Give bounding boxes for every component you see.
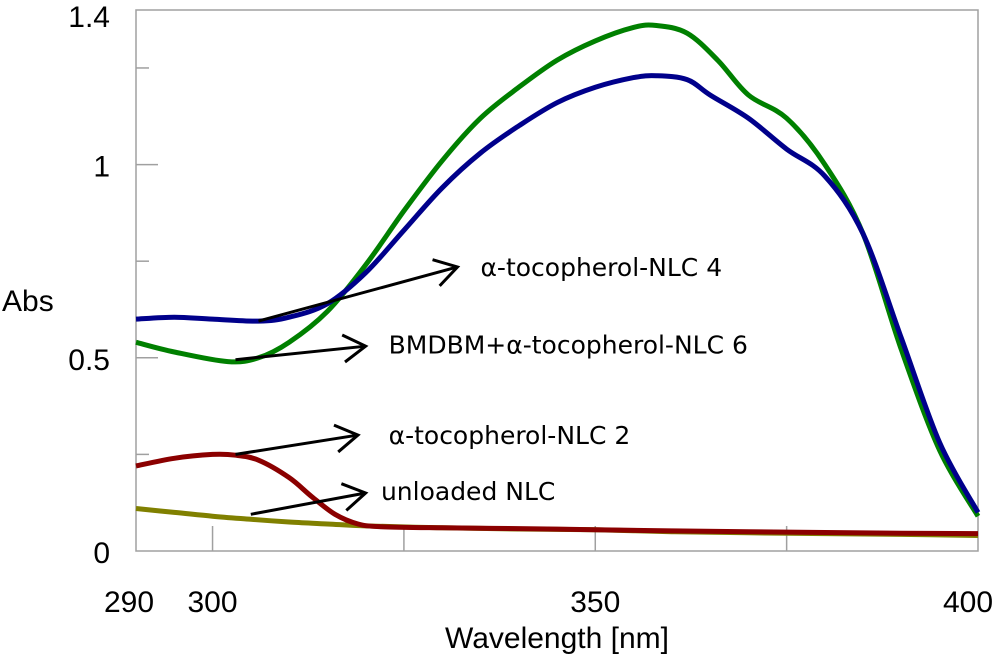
x-axis-title: Wavelength [nm] [445,622,669,655]
annotation-arrow-head [340,482,369,512]
annotation-label: α-tocopherol-NLC 2 [389,421,631,450]
annotation-arrow-head [333,423,361,454]
x-tick-label: 350 [570,586,620,619]
x-tick-label: 400 [943,586,993,619]
y-axis-title: Abs [2,285,54,318]
plot-frame [135,9,979,552]
annotation-label: α-tocopherol-NLC 4 [480,253,722,282]
plot-border [135,9,979,552]
x-tick-label: 300 [188,586,238,619]
annotation-label: BMDBM+α-tocopherol-NLC 6 [389,330,748,359]
series-line-tocopherol-nlc-2 [135,451,979,537]
y-tick-label: 0.5 [68,344,110,377]
series-line-tocopherol-nlc-4 [135,73,981,514]
annotations: α-tocopherol-NLC 4 BMDBM+α-tocopherol-NLC… [235,253,748,516]
series-layer [135,22,981,538]
y-tick-label: 0 [93,537,110,570]
annotation-arrow-line [250,491,366,516]
y-tick-label: 1 [93,151,110,184]
annotation-arrow-head [432,258,461,287]
annotation-arrow-line [258,265,458,323]
x-tick-label: 290 [104,586,154,619]
annotation-arrow-head [341,333,369,364]
axis-ticks [136,67,788,551]
annotation-label: unloaded NLC [381,477,555,506]
tick-labels: 0 0.5 1 1.4 290 300 350 400 [68,1,993,619]
annotation-arrow-line [235,344,366,362]
annotation-arrow-line [235,433,359,456]
y-tick-label: 1.4 [68,1,110,34]
